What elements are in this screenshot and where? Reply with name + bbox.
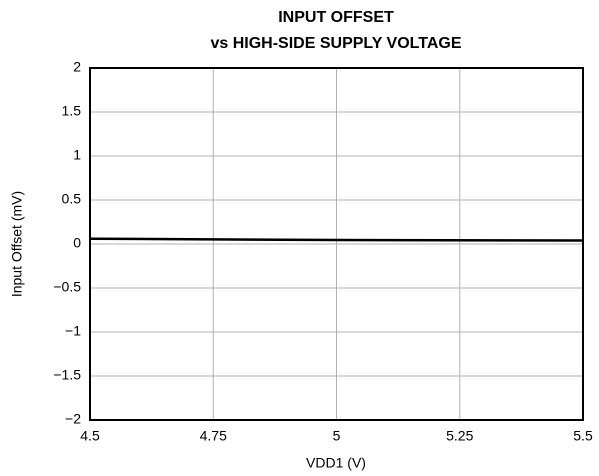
y-axis-label: Input Offset (mV) [9, 191, 25, 297]
y-tick-label: −2 [65, 411, 81, 427]
y-tick-label: 1 [73, 147, 81, 163]
x-tick-label: 4.75 [200, 428, 227, 444]
y-tick-label: 0 [73, 235, 81, 251]
x-tick-label: 5.5 [573, 428, 593, 444]
x-tick-label: 5.25 [446, 428, 473, 444]
y-tick-label: −1.5 [53, 367, 81, 383]
chart-title: vs HIGH-SIDE SUPPLY VOLTAGE [210, 35, 461, 52]
x-tick-label: 4.5 [80, 428, 100, 444]
data-line [89, 237, 584, 242]
y-tick-label: 2 [73, 59, 81, 75]
y-tick-label: −0.5 [53, 279, 81, 295]
y-tick-label: −1 [65, 323, 81, 339]
plot-frame [89, 67, 584, 421]
y-tick-label: 1.5 [62, 103, 82, 119]
x-axis-label: VDD1 (V) [306, 455, 366, 471]
x-tick-label: 5 [333, 428, 341, 444]
chart-title: INPUT OFFSET [278, 9, 394, 26]
y-tick-label: 0.5 [62, 191, 82, 207]
